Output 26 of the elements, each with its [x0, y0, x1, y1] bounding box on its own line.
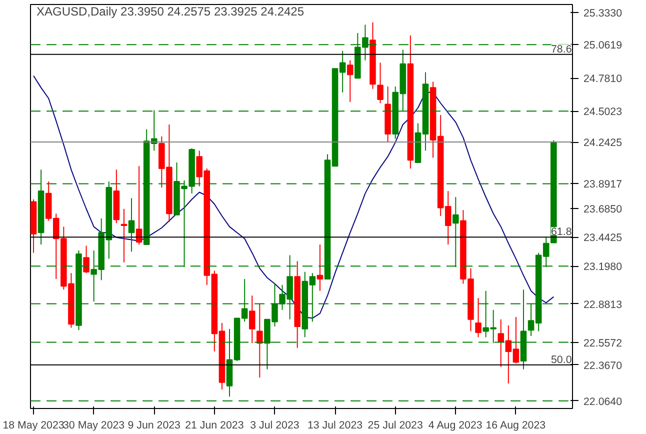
annotation: 61.8 — [551, 226, 572, 238]
y-tick-label: 22.0640 — [584, 396, 622, 408]
y-tick-label: 22.5572 — [584, 337, 622, 350]
y-tick-label: 24.7810 — [584, 73, 622, 86]
y-tick-label: 22.3670 — [584, 360, 622, 372]
x-tick-label: 13 Jul 2023 — [307, 420, 363, 432]
y-tick-label: 23.6850 — [584, 203, 622, 216]
x-tick-label: 18 May 2023 — [2, 420, 64, 432]
annotation: 78.6 — [551, 43, 572, 56]
x-tick-label: 4 Aug 2023 — [428, 420, 482, 432]
y-tick-label: 25.0619 — [584, 40, 622, 52]
y-tick-label: 25.3330 — [584, 7, 622, 20]
x-tick-label: 9 Jun 2023 — [128, 420, 181, 432]
x-tick-label: 16 Aug 2023 — [486, 420, 546, 432]
y-tick-label: 23.8917 — [584, 178, 622, 191]
y-tick-label: 23.1980 — [584, 261, 622, 274]
y-tick-label: 24.5023 — [584, 106, 622, 118]
chart-title: XAGUSD,Daily 23.3950 24.2575 23.3925 24.2425 — [36, 4, 304, 18]
x-tick-label: 21 Jun 2023 — [185, 420, 244, 432]
x-tick-label: 25 Jul 2023 — [368, 420, 423, 432]
y-tick-label: 22.8813 — [584, 298, 622, 311]
y-tick-label: 24.2425 — [584, 137, 622, 150]
y-tick-label: 23.4425 — [584, 232, 622, 244]
x-tick-label: 3 Jul 2023 — [250, 420, 300, 432]
x-tick-label: 30 May 2023 — [63, 420, 125, 432]
annotation: 50.0 — [551, 354, 572, 366]
